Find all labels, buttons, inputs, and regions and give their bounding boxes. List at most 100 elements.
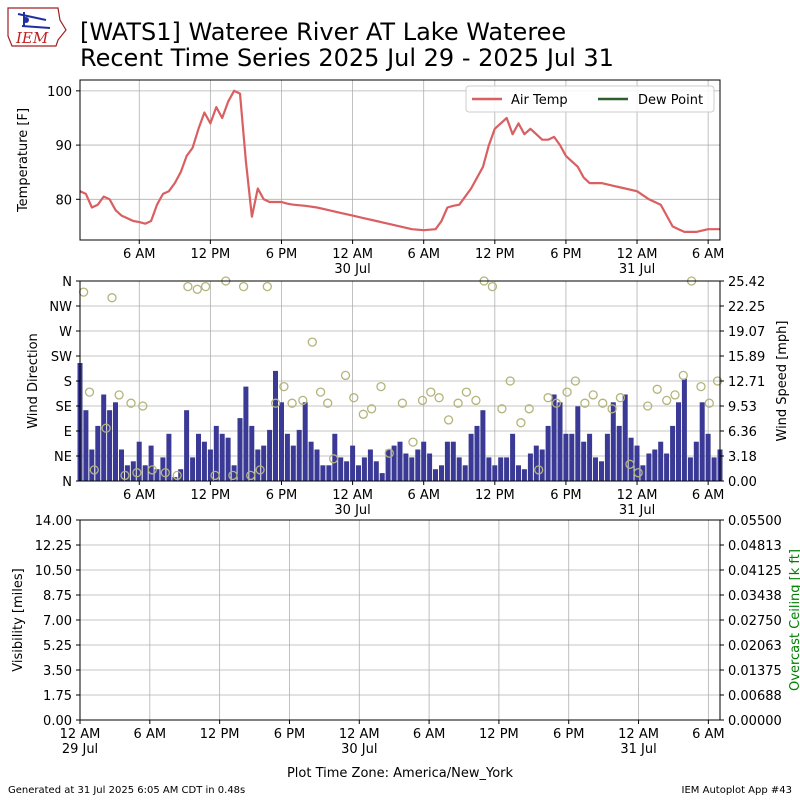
wind-speed-bar (456, 457, 462, 481)
wind-speed-bar (634, 445, 640, 481)
wind-direction-point (397, 398, 408, 408)
wind-speed-bar (498, 457, 504, 481)
wind-speed-bar (444, 441, 450, 481)
x-tick-label: 12 AM (617, 247, 658, 262)
wind-direction-point (307, 337, 317, 347)
wind-speed-bar (587, 433, 593, 481)
wind-speed-bar (575, 406, 581, 481)
visibility-tick-label: 1.75 (43, 689, 72, 704)
x-tick-label: 6 PM (266, 247, 297, 262)
wind-direction-point (543, 393, 553, 403)
wind-speed-bar (314, 449, 320, 481)
y2-axis-label: Wind Speed [mph] (775, 321, 790, 442)
wind-speed-bar (255, 449, 261, 481)
wind-direction-point (262, 281, 272, 292)
wind-speed-bar (599, 461, 604, 481)
wind-speed-bar (184, 410, 190, 481)
speed-tick-label: 6.36 (728, 425, 757, 440)
wind-direction-point (138, 401, 148, 411)
wind-speed-bar (462, 465, 468, 481)
ceiling-tick-label: 0.04813 (728, 539, 782, 554)
direction-tick-label: SW (51, 350, 72, 365)
wind-speed-bar (545, 425, 551, 481)
app-note: IEM Autoplot App #43 (682, 785, 792, 796)
wind-speed-bar (302, 402, 308, 481)
ceiling-tick-label: 0.03438 (728, 589, 782, 604)
wind-speed-bar (267, 429, 273, 481)
wind-direction-point (210, 470, 220, 481)
chart-title: [WATS1] Wateree River AT Lake Wateree (80, 18, 566, 46)
wind-speed-bar (273, 370, 278, 481)
wind-speed-bar (527, 453, 533, 481)
wind-direction-point (652, 384, 662, 394)
wind-speed-bar (504, 457, 510, 481)
wind-speed-bar (231, 465, 237, 481)
wind-direction-point (453, 398, 463, 408)
legend-box (465, 85, 715, 113)
direction-tick-label: SE (56, 400, 72, 415)
y-axis-label: Visibility [miles] (11, 568, 26, 671)
wind-direction-point (328, 454, 339, 464)
wind-speed-bar (154, 469, 160, 481)
direction-tick-label: E (64, 425, 72, 440)
ceiling-tick-label: 0.04125 (728, 564, 782, 579)
wind-direction-point (183, 281, 193, 292)
wind-direction-point (633, 468, 643, 478)
wind-speed-bar (557, 402, 563, 481)
wind-speed-bar (367, 449, 373, 481)
speed-tick-label: 22.25 (728, 300, 765, 315)
direction-tick-label: W (59, 325, 72, 340)
wind-direction-point (615, 393, 626, 403)
wind-speed-bar (83, 410, 89, 481)
y-tick-label: 90 (55, 139, 72, 154)
wind-speed-bar (190, 457, 196, 481)
wind-direction-point (126, 398, 136, 408)
air-temp-line (79, 89, 720, 233)
x-tick-label: 12 PM (200, 727, 240, 742)
wind-speed-bar (646, 453, 652, 481)
wind-speed-bar (148, 445, 154, 481)
wind-speed-bar (628, 437, 634, 481)
wind-direction-point (192, 284, 202, 294)
wind-speed-bar (379, 473, 385, 481)
wind-direction-point (132, 468, 142, 478)
wind-speed-bar (492, 465, 498, 481)
wind-speed-bar (219, 433, 225, 481)
x-tick-label: 12 AM (617, 488, 658, 503)
wind-speed-bar (604, 433, 610, 481)
wind-speed-bar (101, 394, 107, 481)
x-tick-label: 6 AM (407, 247, 440, 262)
wind-speed-bar (136, 441, 142, 481)
wind-direction-point (704, 398, 714, 408)
chart-subtitle: Recent Time Series 2025 Jul 29 - 2025 Ju… (80, 44, 614, 72)
speed-tick-label: 19.07 (728, 325, 765, 340)
wind-speed-bar (516, 465, 521, 481)
visibility-tick-label: 0.00 (43, 714, 72, 729)
ceiling-tick-label: 0.02750 (728, 614, 782, 629)
visibility-tick-label: 8.75 (43, 589, 72, 604)
wind-speed-bar (539, 449, 545, 481)
wind-direction-point (487, 281, 498, 292)
x-tick-label: 12 PM (191, 247, 231, 262)
speed-tick-label: 15.89 (728, 350, 765, 365)
wind-speed-bar (622, 394, 628, 481)
x-tick-label: 12 AM (618, 727, 659, 742)
wind-direction-point (298, 395, 308, 406)
legend: Air Temp Dew Point (465, 85, 715, 113)
wind-direction-point (340, 370, 351, 381)
wind-direction-point (200, 281, 211, 292)
wind-speed-bar (320, 465, 326, 481)
wind-speed-bar (373, 461, 379, 481)
wind-speed-bar (107, 410, 113, 481)
ceiling-tick-label: 0.02063 (728, 639, 782, 654)
wind-direction-point (238, 281, 249, 292)
wind-speed-bar (385, 449, 391, 481)
wind-speed-bar (119, 449, 124, 481)
wind-speed-bar (551, 394, 557, 481)
wind-speed-bar (166, 433, 172, 481)
wind-speed-bar (243, 386, 249, 481)
wind-speed-bar (510, 433, 516, 481)
x-tick-label: 12 PM (479, 727, 519, 742)
wind-direction-point (471, 395, 481, 406)
x-tick-label: 6 AM (123, 488, 156, 503)
